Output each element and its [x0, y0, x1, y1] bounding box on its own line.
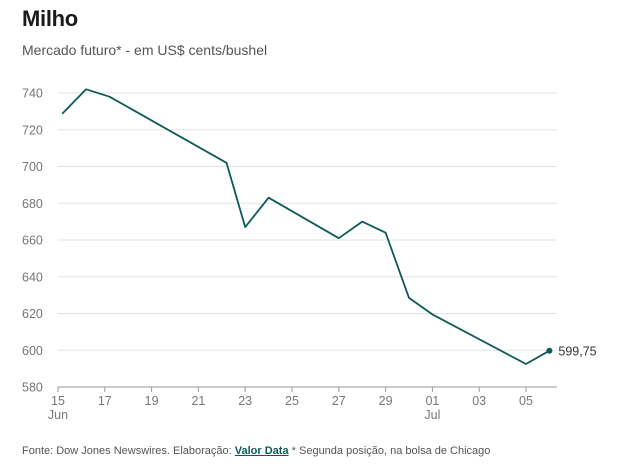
x-tick-label: 21 [191, 394, 205, 408]
source-text: Fonte: Dow Jones Newswires. Elaboração: [22, 445, 232, 457]
y-tick-label: 620 [22, 307, 43, 321]
y-tick-label: 680 [22, 197, 43, 211]
chart-subtitle: Mercado futuro* - em US$ cents/bushel [22, 42, 268, 58]
footer: Fonte: Dow Jones Newswires. Elaboração: … [22, 445, 490, 457]
y-tick-label: 580 [22, 381, 43, 395]
x-tick-sublabel: Jun [48, 408, 68, 422]
y-tick-label: 660 [22, 234, 43, 248]
gridlines [58, 92, 557, 388]
end-point-marker [546, 347, 553, 354]
valor-data-link[interactable]: Valor Data [234, 445, 289, 457]
y-tick-label: 720 [22, 123, 43, 137]
x-tick-label: 27 [332, 394, 346, 408]
x-tick-sublabel: Jul [424, 408, 440, 422]
footnote: * Segunda posição, na bolsa de Chicago [291, 445, 491, 457]
series-group: 599,75 [61, 88, 597, 365]
chart-title: Milho [22, 6, 78, 31]
y-tick-label: 700 [22, 160, 43, 174]
y-axis-ticks: 580 600 620 640 660 680 700 720 740 [22, 87, 43, 395]
y-tick-label: 640 [22, 270, 43, 284]
x-tick-label: 03 [472, 394, 486, 408]
x-tick-label: 05 [519, 394, 533, 408]
end-value-label: 599,75 [558, 345, 596, 359]
x-tick-label: 17 [98, 394, 112, 408]
y-tick-label: 740 [22, 87, 43, 101]
x-tick-label: 25 [285, 394, 299, 408]
x-tick-label: 29 [379, 394, 393, 408]
x-tick-label: 23 [238, 394, 252, 408]
y-tick-label: 600 [22, 344, 43, 358]
series-line [61, 88, 551, 365]
x-tick-label: 19 [145, 394, 159, 408]
x-tick-label: 15 [51, 394, 65, 408]
x-tick-label: 01 [425, 394, 439, 408]
